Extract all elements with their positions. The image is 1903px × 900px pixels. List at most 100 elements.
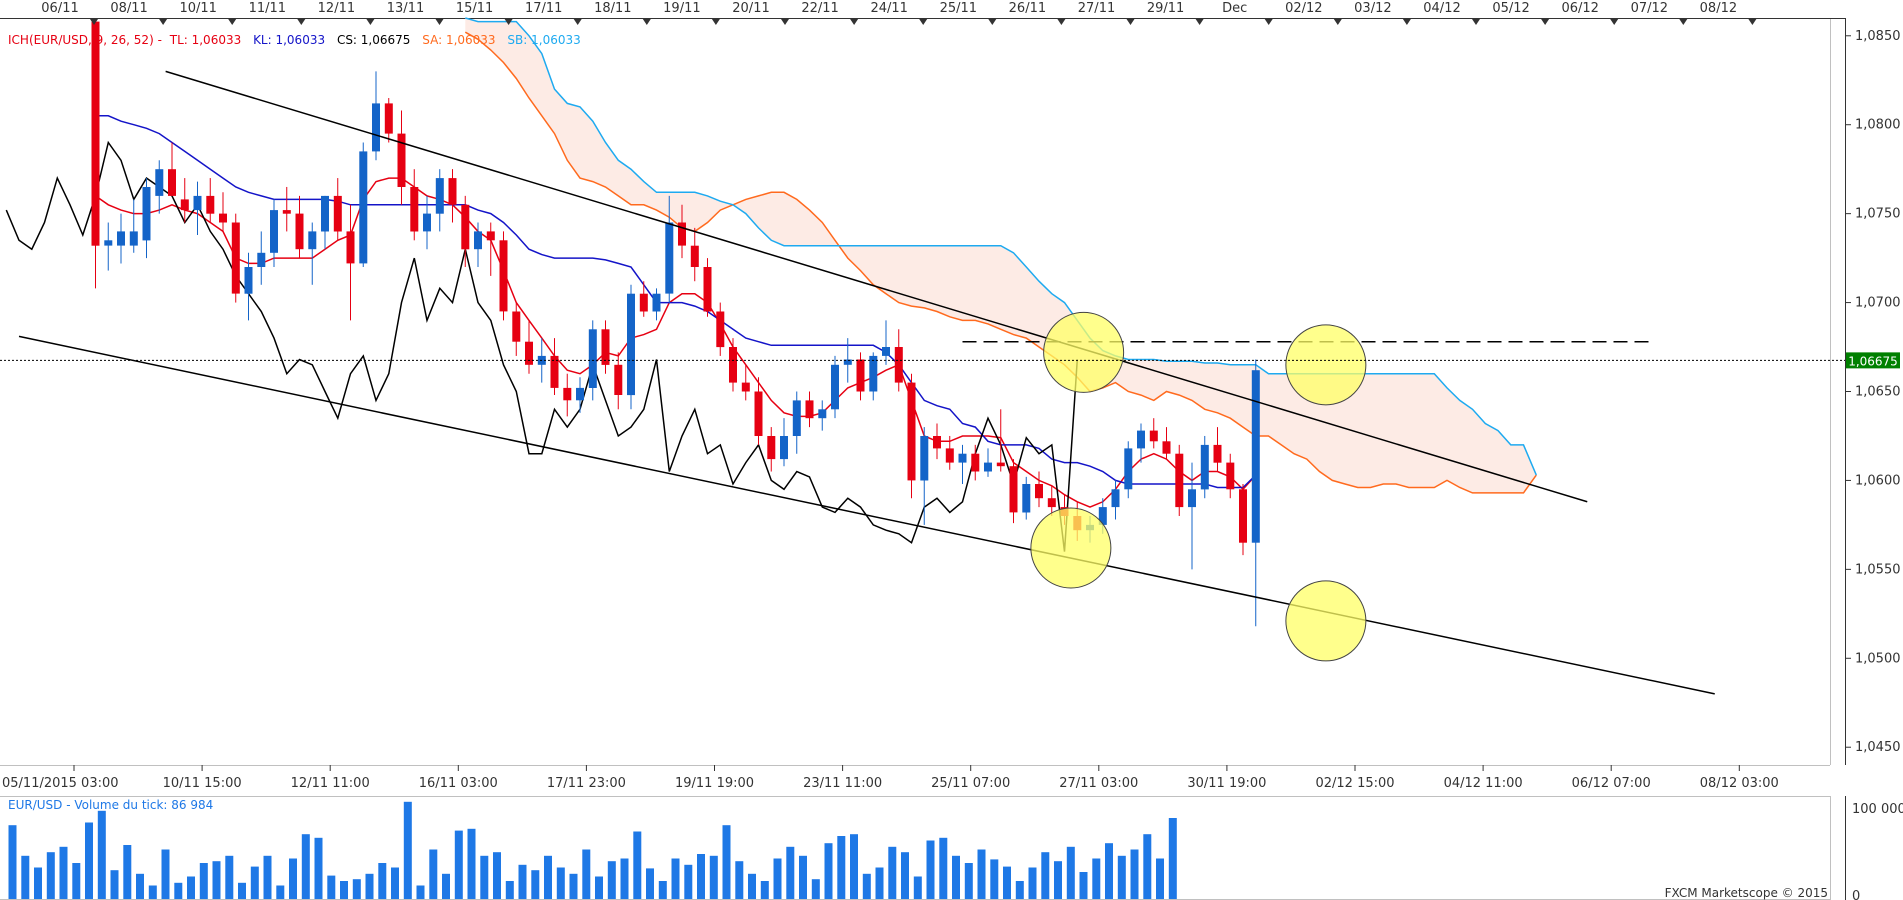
volume-bar — [811, 879, 820, 899]
candle — [346, 204, 355, 321]
candle-body — [1111, 489, 1120, 508]
watermark: FXCM Marketscope © 2015 — [1665, 886, 1828, 900]
volume-bar — [276, 885, 285, 899]
candle-body — [1124, 448, 1133, 490]
candle — [716, 302, 725, 356]
candle-body — [894, 347, 903, 383]
kijun-line — [95, 115, 1257, 489]
candle — [410, 169, 419, 241]
legend-tl: TL: 1,06033 — [169, 33, 242, 47]
volume-bar — [1117, 855, 1126, 899]
top-date-marker — [435, 19, 444, 25]
volume-bar — [773, 858, 782, 899]
candle-body — [741, 382, 750, 392]
candle — [984, 448, 992, 477]
candle-body — [1149, 430, 1158, 442]
candle-body — [359, 151, 368, 264]
volume-bar — [1143, 834, 1152, 899]
volume-bar — [8, 825, 17, 899]
legend: ICH(EUR/USD, 9, 26, 52) - TL: 1,06033 KL… — [8, 33, 581, 47]
volume-bar — [799, 855, 807, 899]
candle — [193, 181, 202, 235]
candle — [614, 352, 623, 410]
candle — [843, 338, 852, 383]
candle-body — [295, 213, 304, 250]
candle-body — [767, 436, 776, 460]
candle-body — [831, 364, 839, 410]
top-date-marker — [1057, 19, 1066, 25]
candle — [958, 444, 967, 484]
volume-bar — [21, 855, 30, 899]
volume-bar — [671, 858, 680, 899]
candle — [945, 435, 954, 470]
candle — [525, 320, 533, 374]
top-date-label: 15/11 — [456, 1, 493, 16]
candle — [1149, 418, 1158, 449]
volume-bar — [1054, 861, 1062, 899]
candle-body — [588, 329, 597, 388]
volume-bar — [187, 876, 195, 899]
candle-body — [423, 213, 431, 232]
volume-bar — [964, 863, 973, 899]
candle — [1239, 483, 1247, 556]
top-date-label: 25/11 — [940, 1, 977, 16]
volume-bar — [352, 879, 361, 899]
volume-bar — [620, 858, 629, 899]
volume-bar — [1028, 867, 1037, 899]
volume-bar — [1066, 846, 1075, 899]
volume-bar — [646, 868, 654, 899]
top-date-marker — [919, 19, 928, 25]
volume-bar — [174, 882, 183, 899]
candle-body — [117, 231, 125, 246]
candle-body — [206, 195, 215, 214]
candle — [1188, 462, 1196, 570]
candle-body — [321, 195, 329, 232]
volume-bar — [136, 873, 144, 899]
volume-bar — [850, 834, 858, 899]
candle-body — [920, 436, 929, 481]
y-tick-label: 1,0550 — [1855, 562, 1901, 577]
candle-body — [882, 347, 890, 356]
candle-body — [869, 355, 878, 392]
bottom-time-label: 04/12 11:00 — [1444, 776, 1523, 791]
candle-body — [129, 231, 138, 246]
candle — [780, 418, 788, 467]
candle-body — [576, 387, 584, 401]
candle — [372, 71, 380, 161]
legend-prefix: ICH(EUR/USD, 9, 26, 52) - — [8, 33, 162, 47]
top-date-marker — [1610, 19, 1619, 25]
top-date-label: Dec — [1222, 1, 1247, 16]
candle — [563, 373, 572, 417]
top-date-marker — [1126, 19, 1135, 25]
candle-body — [690, 245, 699, 267]
candle-body — [219, 213, 227, 223]
volume-bar — [977, 849, 986, 899]
volume-bar — [59, 846, 68, 899]
top-date-marker — [1195, 19, 1204, 25]
candle — [461, 195, 470, 267]
candle — [690, 227, 699, 282]
top-date-label: 03/12 — [1354, 1, 1391, 16]
highlight-circle — [1285, 324, 1367, 406]
volume-bar — [888, 846, 897, 899]
y-tick-label: 1,0650 — [1855, 385, 1901, 400]
candle — [91, 21, 100, 289]
bottom-time-label: 19/11 19:00 — [675, 776, 754, 791]
top-date-marker — [1679, 19, 1688, 25]
candle — [741, 364, 750, 401]
candle-body — [231, 222, 240, 294]
volume-bar — [250, 866, 259, 899]
candle-body — [474, 231, 482, 250]
candle — [333, 178, 342, 241]
candle — [1162, 427, 1171, 460]
candle-body — [282, 210, 291, 214]
candle — [384, 98, 393, 143]
candle-body — [550, 355, 559, 388]
candle — [729, 338, 737, 392]
legend-cs: CS: 1,06675 — [337, 33, 410, 47]
candle — [1251, 359, 1260, 627]
volume-bar — [238, 882, 246, 899]
volume-bar — [582, 849, 591, 899]
top-date-marker — [1402, 19, 1411, 25]
candle-body — [933, 436, 941, 449]
